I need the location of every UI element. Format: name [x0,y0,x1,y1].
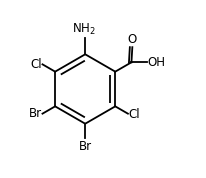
Text: Cl: Cl [129,108,140,121]
Text: NH$_2$: NH$_2$ [72,22,96,37]
Text: OH: OH [147,56,165,69]
Text: Br: Br [28,107,42,120]
Text: Cl: Cl [30,58,42,71]
Text: O: O [127,33,136,46]
Text: Br: Br [79,140,92,153]
